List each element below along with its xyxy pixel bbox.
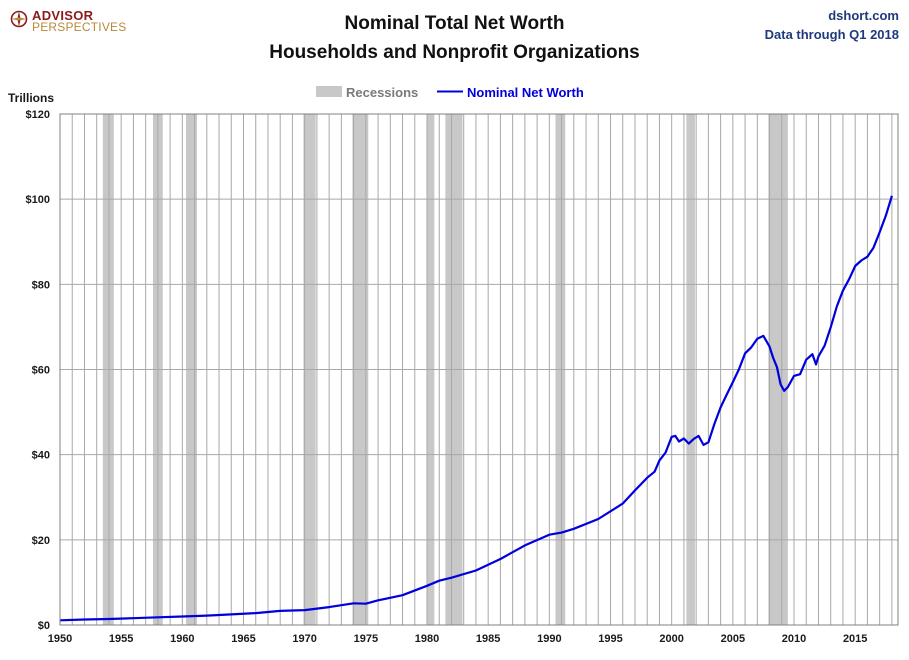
chart-title: Nominal Total Net Worth — [344, 13, 565, 34]
y-tick-label: $80 — [32, 279, 50, 291]
x-tick-label: 1985 — [476, 633, 500, 645]
brand-name-line1: ADVISOR — [32, 8, 94, 23]
x-tick-label: 1970 — [292, 633, 316, 645]
x-tick-label: 1950 — [48, 633, 72, 645]
x-tick-label: 1955 — [109, 633, 133, 645]
x-axis-ticks: 1950 1955 1960 1965 1970 1975 1980 1985 1990 1995… — [48, 633, 868, 645]
y-tick-label: $40 — [32, 450, 50, 462]
y-axis-ticks: $0 $20 $40 $60 $80 $100 $120 — [26, 109, 50, 632]
series-line — [59, 195, 893, 622]
y-tick-label: $20 — [32, 535, 50, 547]
x-tick-label: 1990 — [537, 633, 561, 645]
brand-name-line2: PERSPECTIVES — [32, 20, 127, 34]
y-tick-label: $60 — [32, 365, 50, 377]
x-tick-label: 2005 — [721, 633, 745, 645]
x-tick-label: 2010 — [782, 633, 806, 645]
plot-border — [59, 113, 899, 626]
x-tick-label: 1980 — [415, 633, 439, 645]
source-site: dshort.com — [828, 8, 899, 23]
x-tick-label: 1995 — [598, 633, 622, 645]
x-tick-label: 2000 — [659, 633, 683, 645]
brand-logo: ADVISOR PERSPECTIVES — [10, 8, 150, 38]
x-tick-label: 1960 — [170, 633, 194, 645]
grid-lines — [59, 113, 898, 626]
x-tick-label: 1975 — [354, 633, 378, 645]
chart-legend: Recessions Nominal Net Worth — [316, 85, 584, 100]
y-axis-label: Trillions — [8, 91, 55, 105]
legend-recessions-label: Recessions — [346, 85, 418, 100]
data-note: Data through Q1 2018 — [764, 27, 899, 42]
legend-recession-swatch — [316, 86, 342, 97]
plot-frame — [59, 113, 899, 626]
y-tick-label: $100 — [26, 194, 50, 206]
x-tick-label: 1965 — [231, 633, 255, 645]
chart-subtitle: Households and Nonprofit Organizations — [269, 42, 640, 63]
compass-icon — [10, 10, 28, 28]
y-tick-label: $120 — [26, 109, 50, 121]
legend-series-label: Nominal Net Worth — [467, 85, 584, 100]
y-tick-label: $0 — [38, 620, 50, 632]
x-tick-label: 2015 — [843, 633, 867, 645]
series-layer — [59, 195, 893, 622]
